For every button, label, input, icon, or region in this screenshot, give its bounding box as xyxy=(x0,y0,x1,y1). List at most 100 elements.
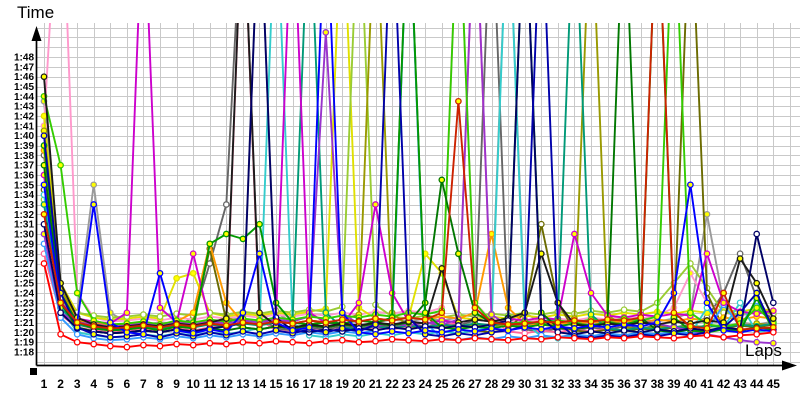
data-point xyxy=(388,335,396,343)
y-axis-arrow-icon xyxy=(31,26,42,41)
x-tick-label: 2 xyxy=(57,377,64,391)
x-tick-label: 19 xyxy=(336,377,350,391)
data-point xyxy=(736,309,744,317)
data-point xyxy=(57,161,64,169)
y-tick-label: 1:37 xyxy=(14,161,34,172)
data-point xyxy=(653,333,661,341)
data-point xyxy=(703,299,711,307)
series-yellow xyxy=(40,23,777,324)
data-point xyxy=(753,230,761,238)
y-tick-label: 1:31 xyxy=(14,220,34,231)
x-tick-label: 35 xyxy=(601,377,615,391)
data-point xyxy=(736,255,744,262)
data-point xyxy=(305,324,313,331)
x-axis-arrow-icon xyxy=(782,360,797,371)
data-point xyxy=(256,321,263,328)
data-point xyxy=(338,325,346,332)
series-dark-green xyxy=(40,23,777,337)
data-point xyxy=(438,176,446,184)
data-point xyxy=(222,322,230,329)
x-tick-label: 13 xyxy=(236,377,250,391)
data-point xyxy=(57,299,64,307)
data-point xyxy=(753,338,761,346)
y-tick-label: 1:20 xyxy=(14,328,34,339)
y-tick-label: 1:23 xyxy=(14,298,34,309)
data-point xyxy=(488,311,495,318)
data-point xyxy=(571,317,578,324)
data-point xyxy=(189,341,197,349)
data-point xyxy=(355,328,363,336)
data-point xyxy=(736,326,744,333)
series-magenta xyxy=(40,23,777,328)
data-point xyxy=(736,331,744,339)
data-point xyxy=(40,73,48,81)
x-tick-label: 4 xyxy=(90,377,97,391)
data-point xyxy=(156,342,164,350)
data-point xyxy=(338,309,346,317)
x-tick-label: 28 xyxy=(485,377,499,391)
data-point xyxy=(488,230,495,238)
x-tick-label: 40 xyxy=(684,377,698,391)
data-point xyxy=(604,324,611,331)
x-tick-label: 33 xyxy=(568,377,582,391)
series-dark-navy xyxy=(40,23,777,338)
data-point xyxy=(90,181,98,189)
data-point xyxy=(637,332,645,340)
data-point xyxy=(537,335,545,343)
data-point xyxy=(620,306,628,314)
data-point xyxy=(206,260,214,267)
data-point xyxy=(637,314,645,321)
data-point xyxy=(471,334,479,342)
y-tick-label: 1:21 xyxy=(14,318,34,329)
data-point xyxy=(769,328,777,336)
data-point xyxy=(488,335,495,343)
series-light-pink xyxy=(40,23,777,326)
data-point xyxy=(405,329,412,337)
x-tick-label: 27 xyxy=(468,377,482,391)
data-point xyxy=(554,319,562,326)
data-point xyxy=(206,339,214,347)
data-point xyxy=(73,319,81,326)
data-point xyxy=(703,331,711,339)
data-point xyxy=(471,328,479,335)
data-point xyxy=(106,325,114,332)
data-point xyxy=(571,325,578,332)
data-point xyxy=(753,279,761,287)
data-point xyxy=(703,210,711,218)
data-point xyxy=(438,335,446,343)
data-point xyxy=(687,323,694,330)
data-point xyxy=(305,317,313,324)
x-tick-label: 15 xyxy=(269,377,283,391)
x-tick-label: 32 xyxy=(551,377,565,391)
data-point xyxy=(206,320,214,327)
data-point xyxy=(90,323,98,330)
data-point xyxy=(504,321,512,328)
data-point xyxy=(455,250,462,258)
data-point xyxy=(272,318,280,325)
data-point xyxy=(123,324,131,331)
data-point xyxy=(140,322,147,329)
data-point xyxy=(488,325,495,332)
x-tick-label: 31 xyxy=(535,377,549,391)
series-blue xyxy=(40,23,777,338)
data-point xyxy=(537,326,545,333)
series-dark-olive xyxy=(40,23,777,337)
data-point xyxy=(156,324,164,331)
data-point xyxy=(587,335,595,343)
data-point xyxy=(571,230,578,238)
data-point xyxy=(753,325,761,332)
y-tick-label: 1:22 xyxy=(14,308,34,319)
y-axis-title: Time xyxy=(17,3,55,22)
data-point xyxy=(289,320,296,327)
data-point xyxy=(355,338,363,346)
data-point xyxy=(140,341,147,349)
y-tick-label: 1:43 xyxy=(14,102,34,113)
data-point xyxy=(587,318,595,325)
data-point xyxy=(156,304,164,312)
series-gray xyxy=(40,23,777,328)
data-point xyxy=(720,327,727,334)
data-point xyxy=(372,201,379,208)
y-tick-label: 1:39 xyxy=(14,141,34,152)
data-point xyxy=(388,328,396,335)
